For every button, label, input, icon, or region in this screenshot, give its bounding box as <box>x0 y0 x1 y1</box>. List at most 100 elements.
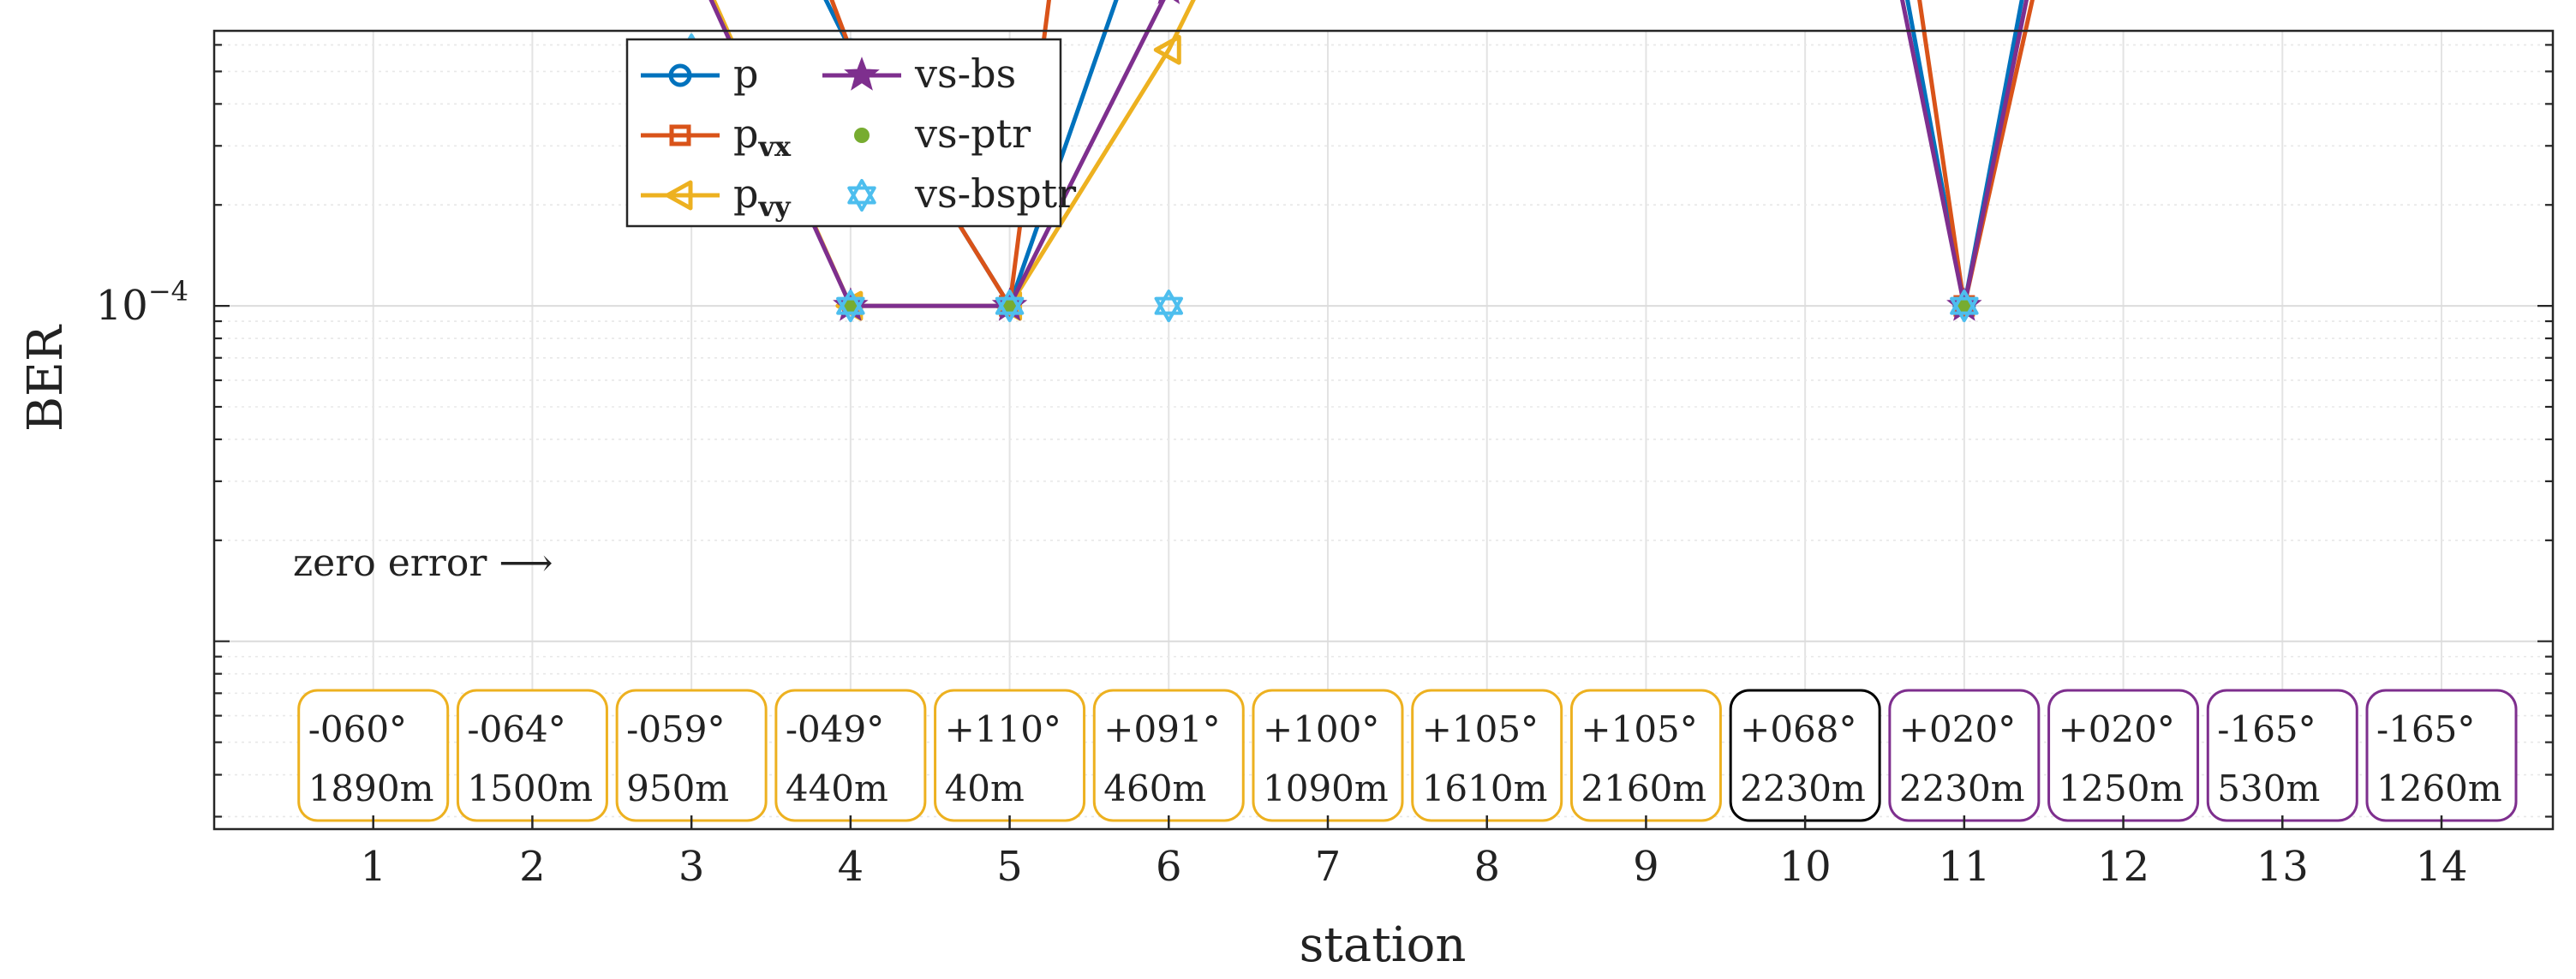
x-tick-label: 2 <box>519 843 546 891</box>
x-tick-label: 13 <box>2256 843 2309 891</box>
x-tick-label: 9 <box>1633 843 1659 891</box>
legend-entry: vs-bsptr <box>847 170 1076 217</box>
station-box: +105° 1610m <box>1411 689 1563 822</box>
station-box: +100° 1090m <box>1252 689 1404 822</box>
station-info-boxes: -060° 1890m -064° 1500m -059° 950m -049° 440m +1… <box>297 689 2518 822</box>
x-tick-label: 14 <box>2415 843 2467 891</box>
station-angle: +105° <box>1581 708 1697 750</box>
station-distance: 2230m <box>1899 767 2025 809</box>
station-box: -165° 530m <box>2206 689 2358 822</box>
hexagram-triangle <box>1950 290 1979 315</box>
legend-entry: vs-ptr <box>854 110 1031 157</box>
data-point <box>665 180 693 211</box>
data-point <box>1956 298 1972 314</box>
x-tick-label: 10 <box>1779 843 1832 891</box>
x-tick-label: 11 <box>1938 843 1990 891</box>
data-point <box>1001 298 1018 314</box>
station-distance: 1890m <box>308 767 434 809</box>
station-box: -064° 1500m <box>456 689 608 822</box>
station-distance: 40m <box>945 767 1025 809</box>
station-distance: 530m <box>2217 767 2320 809</box>
legend-entry: vs-bs <box>822 51 1016 97</box>
plot-frame <box>212 29 2555 831</box>
data-point <box>1157 0 1180 4</box>
station-angle: -165° <box>2376 708 2475 750</box>
data-series <box>677 0 2035 323</box>
station-distance: 1610m <box>1422 767 1548 809</box>
hexagram-triangle <box>1154 290 1184 315</box>
station-box: -060° 1890m <box>297 689 450 822</box>
station-distance: 460m <box>1103 767 1206 809</box>
data-point <box>995 290 1025 323</box>
x-tick-label: 6 <box>1156 843 1182 891</box>
data-point <box>854 128 870 143</box>
hexagram-triangle <box>847 186 876 212</box>
station-distance: 1250m <box>2059 767 2185 809</box>
x-tick-label: 12 <box>2097 843 2149 891</box>
station-distance: 440m <box>786 767 888 809</box>
hexagram-triangle <box>836 290 865 315</box>
x-axis-label: station <box>1300 917 1467 973</box>
legend-entry: pvy <box>641 170 792 223</box>
hexagram-triangle <box>847 179 876 205</box>
hexagram-triangle <box>836 296 865 323</box>
data-point <box>1154 290 1184 323</box>
data-point <box>1153 34 1181 65</box>
station-box: +068° 2230m <box>1729 689 1881 822</box>
series-line <box>711 0 1196 308</box>
station-distance: 1090m <box>1263 767 1389 809</box>
legend-label: vs-bs <box>914 51 1016 97</box>
data-point <box>669 124 691 146</box>
station-box: +020° 2230m <box>1888 689 2041 822</box>
data-point <box>1950 290 1979 323</box>
x-tick-label: 7 <box>1315 843 1342 891</box>
hexagram-triangle <box>995 290 1025 315</box>
data-point <box>844 57 880 91</box>
legend-label: vs-ptr <box>914 110 1031 157</box>
station-box: +105° 2160m <box>1569 689 1722 822</box>
station-angle: +091° <box>1103 708 1220 750</box>
station-box: -059° 950m <box>615 689 768 822</box>
series-line <box>708 0 2029 308</box>
station-angle: -060° <box>308 708 407 750</box>
station-box: +091° 460m <box>1092 689 1245 822</box>
x-tick-label: 5 <box>996 843 1023 891</box>
legend: p pvx pvy vs-bs vs-ptr vs-bsptr <box>625 38 1076 228</box>
x-tick-label: 3 <box>678 843 705 891</box>
station-angle: +110° <box>945 708 1061 750</box>
x-tick-label: 8 <box>1473 843 1500 891</box>
station-angle: -059° <box>626 708 725 750</box>
station-distance: 1500m <box>467 767 593 809</box>
data-point <box>836 290 865 323</box>
station-distance: 2160m <box>1581 767 1706 809</box>
station-angle: -049° <box>786 708 884 750</box>
station-distance: 1260m <box>2376 767 2502 809</box>
zero-error-annotation: zero error ⟶ <box>293 541 553 585</box>
legend-label: pvy <box>733 170 792 223</box>
station-angle: -165° <box>2217 708 2316 750</box>
y-tick-label: 10−4 <box>96 275 188 330</box>
x-tick-label: 1 <box>360 843 386 891</box>
station-box: -165° 1260m <box>2365 689 2518 822</box>
legend-label: p <box>733 51 758 97</box>
station-distance: 950m <box>626 767 729 809</box>
y-axis-label: BER <box>18 324 74 432</box>
hexagram-triangle <box>1950 296 1979 323</box>
station-distance: 2230m <box>1740 767 1866 809</box>
data-point <box>668 63 692 87</box>
data-point <box>842 298 858 314</box>
station-box: +110° 40m <box>934 689 1086 822</box>
legend-label: pvx <box>733 110 792 163</box>
station-angle: -064° <box>467 708 565 750</box>
hexagram-triangle <box>1154 296 1184 323</box>
hexagram-triangle <box>995 296 1025 323</box>
station-angle: +105° <box>1422 708 1539 750</box>
station-box: +020° 1250m <box>2047 689 2200 822</box>
series-vs-ptr <box>842 298 1972 314</box>
x-tick-label: 4 <box>838 843 864 891</box>
station-angle: +068° <box>1740 708 1856 750</box>
legend-label: vs-bsptr <box>914 170 1076 217</box>
station-angle: +100° <box>1263 708 1379 750</box>
station-angle: +020° <box>1899 708 2016 750</box>
